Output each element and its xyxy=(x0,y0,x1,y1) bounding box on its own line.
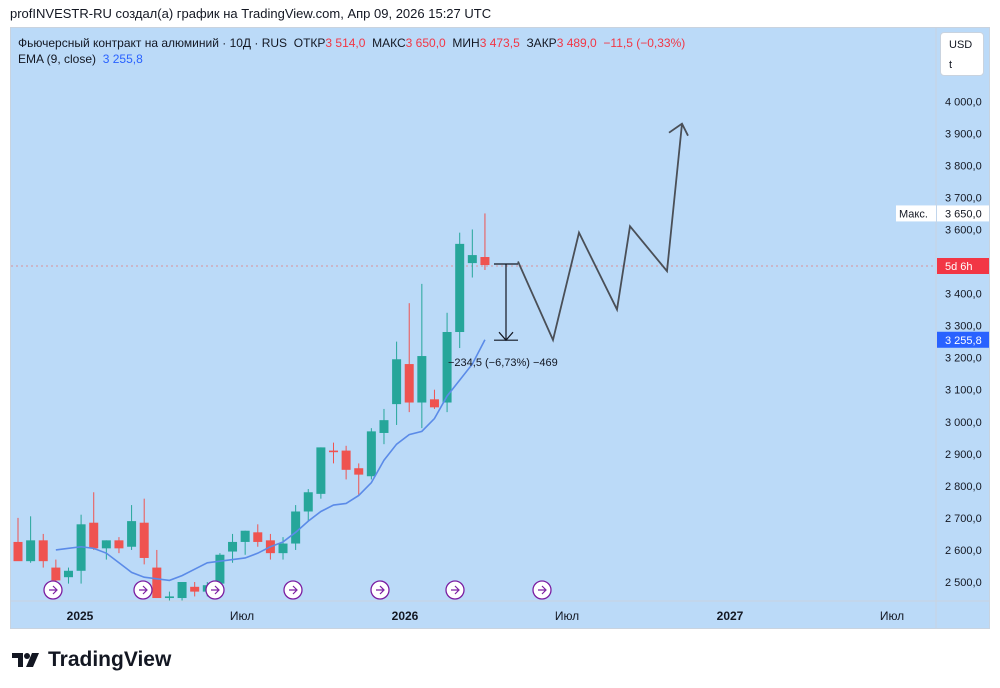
tradingview-logo-icon xyxy=(12,653,39,667)
candle-body xyxy=(26,540,36,562)
candle-body xyxy=(215,554,225,584)
candle-body xyxy=(329,450,338,453)
event-arrow-icon xyxy=(451,585,460,595)
candle-body xyxy=(341,450,351,470)
candle-body xyxy=(278,543,288,554)
price-tick-label: 3 900,0 xyxy=(945,128,982,140)
candle-body xyxy=(442,332,452,403)
price-tick-label: 3 000,0 xyxy=(945,417,982,429)
max-value-label: 3 650,0 xyxy=(945,208,982,220)
low-value: 3 473,5 xyxy=(479,36,520,50)
price-tick-label: 2 500,0 xyxy=(945,577,982,589)
countdown-label: 5d 6h xyxy=(945,261,973,273)
candle-body xyxy=(190,586,200,592)
candles-group xyxy=(13,213,490,601)
candle-body xyxy=(379,420,389,433)
candle-body xyxy=(429,399,439,408)
candle-body xyxy=(316,447,326,494)
price-tick-label: 2 700,0 xyxy=(945,513,982,525)
event-arrow-icon xyxy=(139,585,148,595)
candle-body xyxy=(480,257,490,266)
price-tick-label: 2 600,0 xyxy=(945,545,982,557)
low-label: МИН xyxy=(452,36,480,50)
event-arrow-icon xyxy=(376,585,385,595)
symbol-legend: Фьючерсный контракт на алюминий · 10Д · … xyxy=(18,35,685,67)
candle-body xyxy=(164,596,174,599)
candle-body xyxy=(127,521,137,547)
candle-body xyxy=(177,582,187,599)
chart-attribution: profINVESTR-RU создал(а) график на Tradi… xyxy=(10,6,492,21)
unit-label: t xyxy=(949,59,953,71)
tradingview-logo[interactable]: TradingView xyxy=(12,648,171,672)
max-tag-label: Макс. xyxy=(899,208,928,220)
max-value-box xyxy=(937,205,989,222)
candle-body xyxy=(89,522,99,549)
candle-body xyxy=(467,255,477,264)
countdown-box xyxy=(937,258,989,274)
candle-body xyxy=(240,530,250,542)
event-arrow-icon xyxy=(538,585,547,595)
candle-body xyxy=(392,359,402,405)
candle-body xyxy=(253,532,263,542)
price-tick-label: 3 800,0 xyxy=(945,160,982,172)
time-tick-label: Июл xyxy=(230,609,254,623)
candle-body xyxy=(139,522,149,558)
close-value: 3 489,0 xyxy=(556,36,597,50)
time-tick-label: 2026 xyxy=(392,609,419,623)
chart-panel[interactable] xyxy=(10,27,990,629)
candle-body xyxy=(13,541,23,562)
forecast-zigzag xyxy=(517,123,683,343)
candle-body xyxy=(455,243,465,333)
currency-label: USD xyxy=(949,39,973,51)
candle-body xyxy=(63,570,73,578)
candle-body xyxy=(404,364,414,403)
ema-label[interactable]: EMA (9, close) xyxy=(18,52,97,66)
price-tick-label: 3 100,0 xyxy=(945,385,982,397)
ema-line xyxy=(55,339,486,582)
time-tick-label: Июл xyxy=(555,609,579,623)
candle-body xyxy=(354,468,364,475)
price-tick-label: 2 800,0 xyxy=(945,481,982,493)
time-tick-label: 2027 xyxy=(717,609,744,623)
measure-arrowhead xyxy=(498,331,514,342)
currency-unit-selector[interactable]: USD t xyxy=(940,32,984,76)
brand-name: TradingView xyxy=(48,648,172,671)
max-tag-box xyxy=(896,205,936,222)
close-label: ЗАКР xyxy=(526,36,557,50)
price-tick-label: 3 300,0 xyxy=(945,321,982,333)
candle-body xyxy=(303,492,313,512)
candle-body xyxy=(291,511,301,544)
candle-body xyxy=(114,540,124,549)
forecast-arrowhead xyxy=(668,122,689,137)
measure-label: −234,5 (−6,73%) −469 xyxy=(448,357,558,369)
candle-body xyxy=(152,567,162,599)
candle-body xyxy=(417,356,427,403)
candle-body xyxy=(366,431,376,477)
ema-price-label: 3 255,8 xyxy=(945,335,982,347)
price-tick-label: 3 700,0 xyxy=(945,192,982,204)
candle-body xyxy=(101,540,111,549)
event-arrow-icon xyxy=(211,585,220,595)
candle-body xyxy=(51,567,61,581)
price-tick-label: 3 600,0 xyxy=(945,224,982,236)
price-tick-label: 4 000,0 xyxy=(945,96,982,108)
ema-price-box xyxy=(937,331,989,348)
open-value: 3 514,0 xyxy=(325,36,366,50)
symbol-title[interactable]: Фьючерсный контракт на алюминий · 10Д · … xyxy=(18,36,288,50)
event-arrow-icon xyxy=(49,585,58,595)
candle-body xyxy=(38,540,48,562)
price-tick-label: 2 900,0 xyxy=(945,449,982,461)
price-tick-label: 3 400,0 xyxy=(945,289,982,301)
high-label: МАКС xyxy=(372,36,406,50)
open-label: ОТКР xyxy=(293,36,326,50)
time-tick-label: 2025 xyxy=(67,609,94,623)
event-arrow-icon xyxy=(289,585,298,595)
high-value: 3 650,0 xyxy=(405,36,446,50)
price-tick-label: 3 200,0 xyxy=(945,353,982,365)
candle-body xyxy=(228,541,238,552)
change-value: −11,5 (−0,33%) xyxy=(603,36,686,50)
time-tick-label: Июл xyxy=(880,609,904,623)
ema-value: 3 255,8 xyxy=(102,52,143,66)
